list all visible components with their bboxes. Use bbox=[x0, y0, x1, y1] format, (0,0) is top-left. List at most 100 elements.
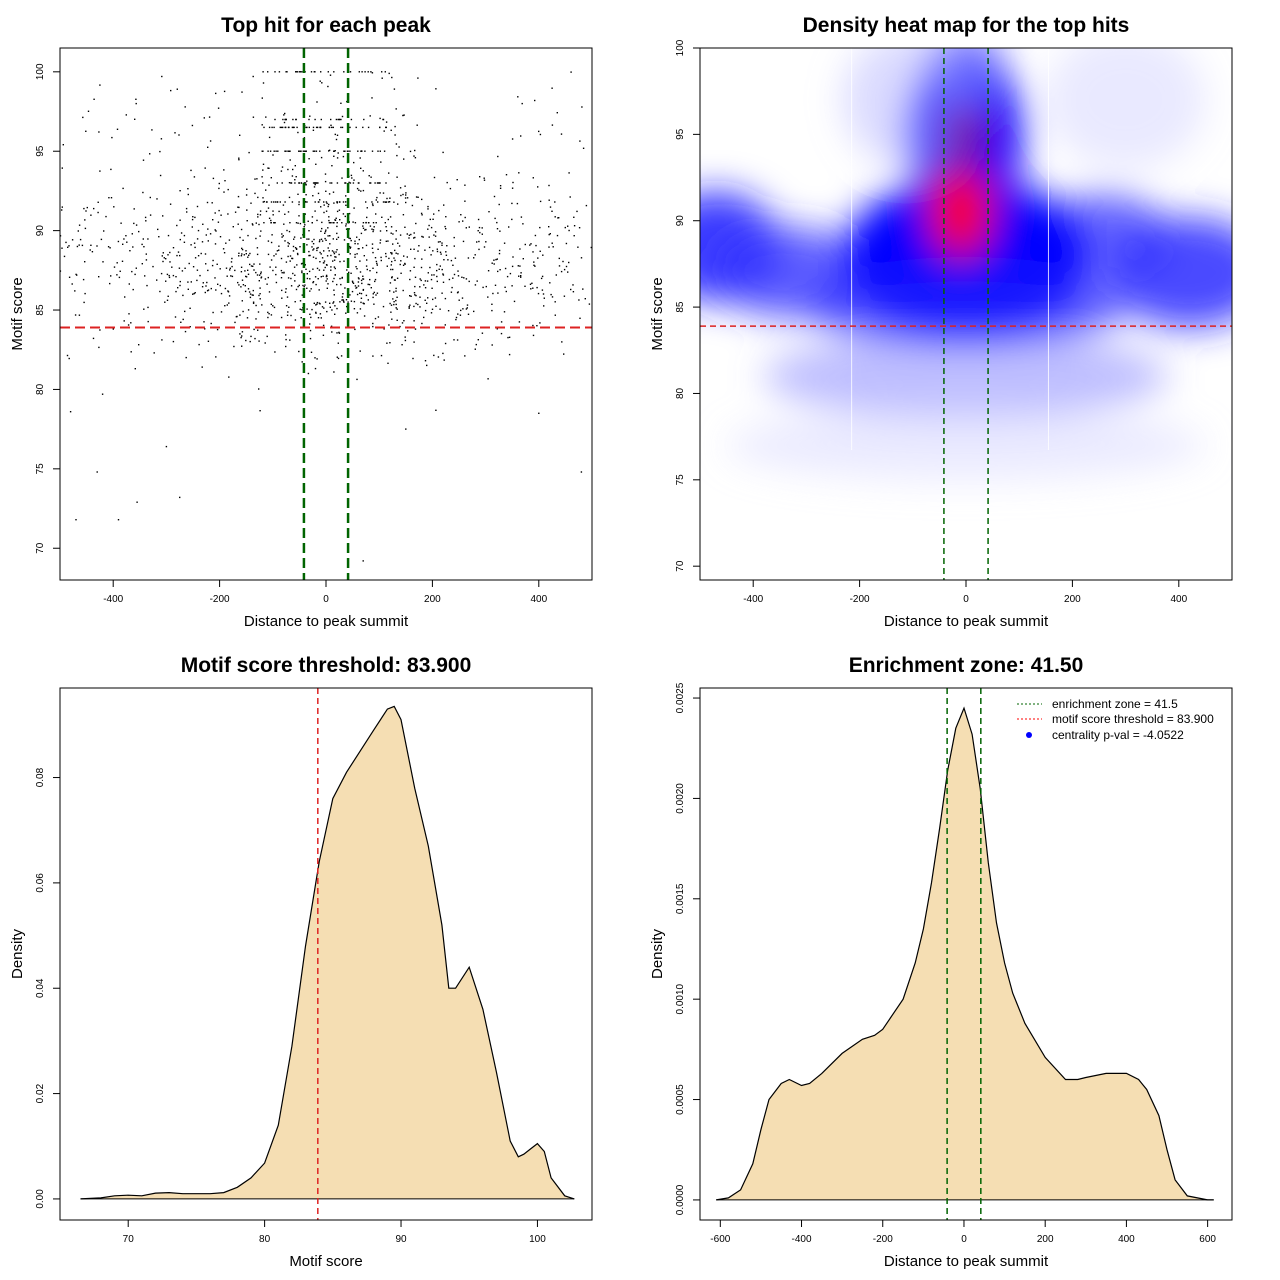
scatter-point bbox=[473, 310, 475, 313]
scatter-point bbox=[311, 308, 313, 311]
scatter-point bbox=[159, 290, 161, 293]
scatter-point bbox=[427, 208, 429, 210]
scatter-point bbox=[481, 227, 483, 229]
scatter-point bbox=[324, 266, 326, 269]
scatter-point bbox=[257, 196, 259, 199]
scatter-point bbox=[399, 263, 401, 266]
scatter-point bbox=[184, 267, 186, 269]
scatter-point bbox=[317, 246, 319, 249]
scatter-point bbox=[222, 248, 225, 250]
scatter-point bbox=[333, 251, 335, 253]
scatter-point bbox=[128, 283, 130, 285]
y-tick-label: 0.04 bbox=[35, 978, 46, 998]
scatter-point bbox=[332, 280, 334, 283]
scatter-point bbox=[322, 275, 324, 277]
scatter-point bbox=[134, 118, 136, 120]
scatter-point bbox=[379, 126, 381, 129]
scatter-point bbox=[252, 224, 254, 226]
scatter-point bbox=[121, 260, 124, 262]
scatter-point bbox=[388, 201, 390, 203]
scatter-point bbox=[229, 269, 231, 271]
scatter-point bbox=[543, 297, 545, 299]
scatter-point bbox=[375, 199, 377, 201]
scatter-point bbox=[328, 219, 330, 222]
scatter-point bbox=[247, 234, 249, 237]
scatter-point bbox=[350, 118, 353, 121]
scatter-point bbox=[577, 246, 579, 248]
scatter-point bbox=[289, 255, 292, 257]
scatter-point bbox=[335, 251, 337, 253]
density-blob bbox=[1045, 48, 1206, 169]
scatter-point bbox=[308, 158, 310, 160]
scatter-point bbox=[241, 335, 243, 337]
scatter-point bbox=[396, 277, 399, 279]
scatter-point bbox=[133, 208, 135, 210]
scatter-point bbox=[434, 297, 437, 299]
scatter-point bbox=[311, 222, 313, 224]
scatter-point bbox=[367, 283, 369, 286]
scatter-point bbox=[330, 118, 332, 121]
scatter-point bbox=[262, 169, 264, 171]
scatter-point bbox=[519, 248, 521, 250]
scatter-point bbox=[561, 341, 563, 343]
scatter-point bbox=[225, 242, 227, 244]
scatter-point bbox=[306, 273, 308, 275]
scatter-point bbox=[112, 328, 114, 330]
scatter-point bbox=[341, 222, 343, 224]
y-axis-label: Density bbox=[649, 928, 666, 979]
scatter-point bbox=[376, 262, 378, 265]
scatter-point bbox=[517, 96, 519, 98]
scatter-point bbox=[134, 368, 136, 370]
scatter-point bbox=[264, 342, 266, 344]
scatter-point bbox=[345, 299, 348, 301]
scatter-point bbox=[197, 229, 200, 232]
scatter-point bbox=[442, 274, 445, 276]
x-tick-label: 400 bbox=[1118, 1234, 1135, 1245]
scatter-point bbox=[409, 295, 411, 297]
scatter-point bbox=[147, 306, 149, 309]
heatmap-density bbox=[700, 48, 1232, 480]
scatter-point bbox=[487, 296, 489, 298]
scatter-point bbox=[314, 210, 316, 212]
scatter-point bbox=[329, 182, 331, 184]
scatter-point bbox=[317, 192, 320, 195]
scatter-point bbox=[572, 284, 574, 286]
scatter-point bbox=[449, 187, 452, 190]
scatter-point bbox=[293, 238, 295, 240]
scatter-point bbox=[330, 266, 332, 268]
scatter-point bbox=[351, 177, 353, 179]
scatter-point bbox=[310, 351, 313, 353]
scatter-point bbox=[281, 289, 283, 292]
scatter-point bbox=[524, 243, 526, 246]
scatter-point bbox=[227, 188, 229, 191]
scatter-point bbox=[187, 281, 189, 283]
scatter-point bbox=[361, 71, 363, 73]
scatter-point bbox=[327, 227, 329, 229]
scatter-point bbox=[535, 244, 537, 247]
scatter-point bbox=[249, 340, 251, 343]
scatter-point bbox=[314, 367, 317, 370]
scatter-point bbox=[305, 126, 307, 129]
scatter-point bbox=[285, 118, 287, 121]
scatter-point bbox=[459, 314, 462, 316]
scatter-point bbox=[555, 274, 557, 276]
scatter-point bbox=[346, 305, 348, 308]
scatter-point bbox=[201, 241, 204, 243]
scatter-point bbox=[390, 252, 392, 254]
scatter-point bbox=[214, 212, 216, 214]
scatter-point bbox=[134, 273, 136, 276]
scatter-point bbox=[246, 188, 248, 190]
scatter-point bbox=[231, 265, 233, 268]
scatter-point bbox=[376, 196, 378, 199]
scatter-point bbox=[434, 231, 437, 233]
scatter-point bbox=[218, 187, 220, 190]
scatter-point bbox=[229, 267, 231, 269]
scatter-point bbox=[491, 262, 493, 264]
scatter-point bbox=[274, 351, 276, 353]
scatter-point bbox=[319, 199, 321, 201]
scatter-point bbox=[320, 253, 322, 255]
scatter-point bbox=[336, 238, 338, 240]
scatter-point bbox=[393, 301, 395, 303]
scatter-point bbox=[82, 278, 85, 281]
y-tick-label: 85 bbox=[35, 304, 46, 316]
